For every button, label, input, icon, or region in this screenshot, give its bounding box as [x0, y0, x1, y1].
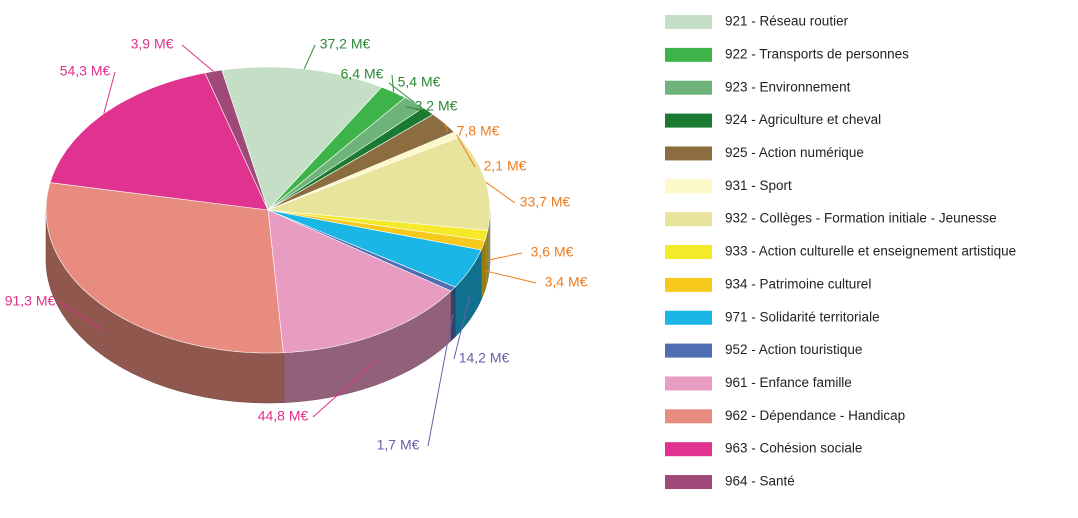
leader-line	[388, 82, 415, 103]
slice	[267, 209, 482, 288]
leader-line	[405, 106, 429, 112]
legend-swatch	[665, 277, 712, 292]
leader-line	[181, 44, 214, 72]
legend-label: 931 - Sport	[725, 178, 792, 193]
data-label: 3,6 M€	[531, 244, 574, 260]
leader-line	[486, 252, 523, 261]
legend-label: 922 - Transports de personnes	[725, 46, 909, 61]
leader-line	[59, 301, 102, 331]
legend-swatch	[665, 15, 712, 29]
data-label: 1,7 M€	[377, 437, 420, 453]
legend-label: 961 - Enfance famille	[725, 375, 852, 390]
legend-label: 933 - Action culturelle et enseignement …	[725, 244, 1016, 259]
legend-swatch	[665, 409, 712, 424]
leader-line	[456, 134, 476, 168]
legend-swatch	[665, 146, 712, 161]
data-label: 44,8 M€	[258, 408, 309, 424]
legend-label: 971 - Solidarité territoriale	[725, 309, 880, 324]
legend-swatch	[665, 245, 712, 260]
leader-line	[427, 313, 454, 447]
legend-label: 924 - Agriculture et cheval	[725, 112, 881, 127]
legend-swatch	[665, 47, 712, 62]
legend-label: 921 - Réseau routier	[725, 14, 849, 29]
legend-swatch	[665, 212, 712, 227]
legend-swatch	[665, 475, 712, 490]
slice	[45, 182, 284, 354]
legend-swatch	[665, 179, 712, 194]
leader-line	[303, 44, 316, 70]
data-label: 7,8 M€	[457, 123, 500, 139]
leader-line	[482, 269, 537, 284]
leader-line	[312, 358, 379, 418]
legend-swatch	[665, 80, 712, 95]
data-label: 6,4 M€	[341, 66, 384, 82]
data-label: 54,3 M€	[60, 63, 111, 79]
legend-swatch	[665, 310, 712, 325]
leader-line	[443, 122, 449, 133]
legend-label: 962 - Dépendance - Handicap	[725, 408, 905, 423]
legend-label: 963 - Cohésion sociale	[725, 441, 862, 456]
legend-swatch	[665, 343, 712, 358]
leader-line	[485, 181, 516, 204]
data-label: 5,4 M€	[398, 74, 441, 90]
data-label: 91,3 M€	[5, 293, 56, 309]
data-label: 37,2 M€	[320, 36, 371, 52]
leader-line	[103, 71, 116, 114]
legend-label: 932 - Collèges - Formation initiale - Je…	[725, 211, 997, 226]
legend-label: 952 - Action touristique	[725, 342, 862, 357]
data-label: 3,4 M€	[545, 274, 588, 290]
data-label: 14,2 M€	[459, 350, 510, 366]
legend-label: 923 - Environnement	[725, 79, 851, 94]
legend-swatch	[665, 376, 712, 391]
leader-line	[391, 74, 395, 93]
data-label: 3,9 M€	[131, 36, 174, 52]
data-label: 33,7 M€	[520, 194, 571, 210]
slice	[267, 209, 452, 354]
legend-swatch	[665, 113, 712, 128]
data-label: 2,1 M€	[484, 158, 527, 174]
data-label: 3,2 M€	[415, 98, 458, 114]
legend-label: 964 - Santé	[725, 474, 795, 489]
legend-label: 934 - Patrimoine culturel	[725, 276, 871, 291]
leader-line	[453, 293, 471, 360]
slice	[267, 136, 491, 231]
legend-label: 925 - Action numérique	[725, 145, 864, 160]
legend-swatch	[665, 442, 712, 457]
